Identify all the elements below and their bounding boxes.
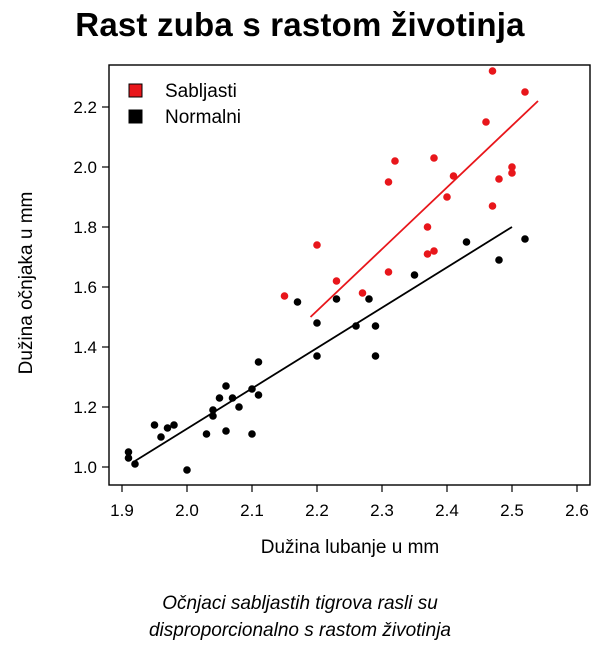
y-tick-label: 1.6 [73, 278, 97, 297]
data-point-sabljasti [521, 88, 529, 96]
x-tick-label: 2.1 [240, 501, 264, 520]
data-point-sabljasti [495, 175, 503, 183]
data-point-normalni [254, 358, 263, 366]
data-point-normalni [183, 466, 191, 474]
y-axis: 1.0 1.2 1.4 1.6 1.8 2.0 2.2 [73, 98, 109, 477]
x-tick-label: 2.5 [500, 501, 524, 520]
x-tick-label: 2.3 [370, 501, 394, 520]
y-tick-label: 1.4 [73, 338, 97, 357]
caption-line-2: disproporcionalno s rastom životinja [148, 620, 452, 641]
legend: Sabljasti Normalni [128, 81, 241, 128]
data-point-normalni [209, 406, 217, 414]
data-point-normalni [365, 295, 373, 303]
y-axis-title: Dužina očnjaka u mm [16, 192, 37, 375]
y-tick-label: 2.2 [73, 98, 97, 117]
data-point-sabljasti [423, 250, 432, 258]
data-point-normalni [157, 433, 165, 441]
data-point-normalni [313, 352, 321, 360]
x-axis: 1.9 2.0 2.1 2.2 2.3 2.4 2.5 2.6 [110, 485, 589, 520]
data-point-sabljasti [332, 277, 341, 285]
data-point-normalni [371, 322, 380, 330]
data-point-normalni [521, 235, 529, 243]
legend-swatch-normalni [128, 109, 143, 124]
trend-line-sabljasti [309, 100, 539, 318]
data-point-normalni [215, 394, 224, 402]
data-point-normalni [248, 430, 256, 438]
data-point-sabljasti [449, 172, 458, 180]
data-point-sabljasti [313, 241, 321, 249]
data-point-sabljasti [384, 178, 393, 186]
data-point-sabljasti [423, 223, 432, 231]
legend-swatch-sabljasti [128, 83, 143, 98]
data-point-normalni [254, 391, 263, 399]
x-tick-label: 2.4 [435, 501, 459, 520]
data-point-normalni [202, 430, 211, 438]
data-point-normalni [163, 424, 172, 432]
data-point-normalni [332, 295, 341, 303]
data-point-sabljasti [488, 67, 497, 75]
x-tick-label: 1.9 [110, 501, 134, 520]
y-tick-label: 1.2 [73, 398, 97, 417]
legend-label-normalni: Normalni [165, 107, 241, 128]
data-point-sabljasti [384, 268, 393, 276]
data-point-sabljasti [358, 289, 367, 297]
data-point-normalni [228, 394, 237, 402]
data-point-sabljasti [430, 154, 438, 162]
plot-frame [108, 64, 591, 486]
data-point-normalni [313, 319, 321, 327]
data-point-normalni [131, 460, 139, 468]
data-point-sabljasti [508, 169, 516, 177]
y-tick-label: 1.8 [73, 218, 97, 237]
data-point-normalni [293, 298, 302, 306]
legend-label-sabljasti: Sabljasti [165, 81, 237, 102]
data-point-normalni [495, 256, 503, 264]
chart-title: Rast zuba s rastom životinja [75, 6, 525, 43]
caption-line-1: Očnjaci sabljastih tigrova rasli su [162, 593, 438, 614]
x-tick-label: 2.6 [565, 501, 589, 520]
x-axis-title: Dužina lubanje u mm [261, 537, 439, 558]
data-point-sabljasti [482, 118, 490, 126]
data-point-normalni [410, 271, 419, 279]
data-point-sabljasti [508, 163, 516, 171]
y-tick-label: 2.0 [73, 158, 97, 177]
figure-caption: Očnjaci sabljastih tigrova rasli su disp… [0, 590, 600, 644]
data-points [124, 67, 529, 474]
data-point-sabljasti [280, 292, 289, 300]
data-point-normalni [170, 421, 178, 429]
data-point-normalni [222, 382, 230, 390]
data-point-normalni [222, 427, 230, 435]
x-tick-label: 2.2 [305, 501, 329, 520]
data-point-sabljasti [443, 193, 451, 201]
data-point-normalni [209, 412, 217, 420]
data-point-normalni [462, 238, 471, 246]
x-tick-label: 2.0 [175, 501, 199, 520]
data-point-sabljasti [430, 247, 438, 255]
data-point-normalni [150, 421, 159, 429]
data-point-normalni [352, 322, 360, 330]
data-point-normalni [124, 448, 133, 456]
data-point-sabljasti [391, 157, 399, 165]
data-point-normalni [124, 454, 133, 462]
data-point-normalni [371, 352, 380, 360]
scatter-chart: 1.9 2.0 2.1 2.2 2.3 2.4 2.5 2.6 1.0 1.2 1.4 1.6 1.8… [16, 64, 591, 558]
trend-lines [134, 100, 539, 462]
trend-line-normalni [134, 226, 513, 462]
data-point-sabljasti [488, 202, 497, 210]
data-point-normalni [235, 403, 243, 411]
y-tick-label: 1.0 [73, 458, 97, 477]
data-point-normalni [248, 385, 256, 393]
